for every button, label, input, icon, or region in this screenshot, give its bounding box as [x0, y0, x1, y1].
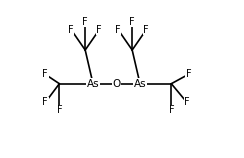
Text: As: As — [134, 79, 146, 89]
Text: F: F — [169, 105, 174, 115]
Text: F: F — [82, 17, 88, 27]
Text: F: F — [143, 25, 149, 35]
Text: F: F — [184, 97, 190, 107]
Text: F: F — [68, 25, 74, 35]
Text: O: O — [112, 79, 121, 89]
Text: F: F — [42, 69, 48, 79]
Text: F: F — [57, 105, 62, 115]
Text: F: F — [115, 25, 121, 35]
Text: F: F — [96, 25, 102, 35]
Text: F: F — [186, 69, 191, 79]
Text: F: F — [42, 97, 48, 107]
Text: As: As — [87, 79, 99, 89]
Text: F: F — [129, 17, 135, 27]
